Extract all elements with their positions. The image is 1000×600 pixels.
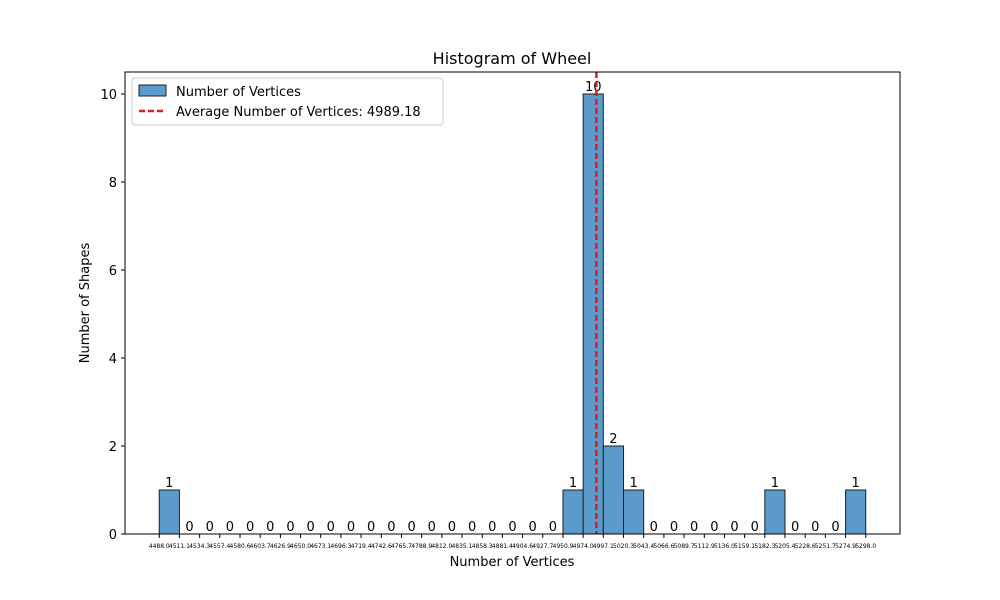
bar-count-label: 1 bbox=[629, 476, 637, 491]
x-tick-label: 5066.6 bbox=[653, 543, 674, 550]
histogram-bar bbox=[602, 445, 625, 535]
chart-title: Histogram of Wheel bbox=[433, 49, 592, 68]
x-tick-label: 4927.7 bbox=[532, 543, 553, 550]
x-tick-label: 4742.6 bbox=[371, 543, 392, 550]
y-axis-title: Number of Shapes bbox=[78, 243, 93, 364]
x-tick-label: 4997.1 bbox=[593, 543, 614, 550]
x-tick-label: 4974.0 bbox=[573, 543, 594, 550]
x-axis-title: Number of Vertices bbox=[450, 555, 575, 570]
bar-count-label: 1 bbox=[569, 476, 577, 491]
y-tick-label: 4 bbox=[109, 352, 117, 367]
x-tick-label: 4626.9 bbox=[270, 543, 291, 550]
bar-count-label: 0 bbox=[529, 520, 537, 535]
x-tick-label: 5298.0 bbox=[855, 543, 876, 550]
bar-count-label: 0 bbox=[327, 520, 335, 535]
y-axis-ticks: 0 2 4 6 8 10 bbox=[100, 88, 125, 543]
bar-count-label: 1 bbox=[771, 476, 779, 491]
x-tick-label: 4557.4 bbox=[209, 543, 230, 550]
bar-count-label: 0 bbox=[488, 520, 496, 535]
x-tick-label: 4950.9 bbox=[553, 543, 574, 550]
bar-count-label: 0 bbox=[306, 520, 314, 535]
bar-count-label: 0 bbox=[831, 520, 839, 535]
bar-count-label: 10 bbox=[585, 80, 602, 95]
x-tick-label: 5159.1 bbox=[734, 543, 755, 550]
bar-count-label: 0 bbox=[650, 520, 658, 535]
histogram-bar bbox=[623, 489, 645, 535]
x-tick-label: 4534.3 bbox=[189, 543, 210, 550]
x-tick-label: 5043.4 bbox=[633, 543, 654, 550]
histogram-bar bbox=[158, 489, 180, 535]
x-tick-label: 4696.3 bbox=[330, 543, 351, 550]
x-tick-label: 5205.4 bbox=[774, 543, 795, 550]
legend-box bbox=[131, 77, 444, 126]
x-axis-ticks: 4488.0 4511.1 4534.3 4557.4 4580.6 4603.7 4626… bbox=[149, 534, 876, 550]
y-tick-label: 8 bbox=[109, 176, 117, 191]
x-tick-label: 5112.9 bbox=[694, 543, 715, 550]
x-tick-label: 4788.9 bbox=[411, 543, 432, 550]
x-tick-label: 5182.3 bbox=[754, 543, 775, 550]
bar-count-label: 1 bbox=[165, 476, 173, 491]
legend-series-label: Number of Vertices bbox=[176, 85, 301, 100]
bar-count-label: 0 bbox=[690, 520, 698, 535]
y-tick-label: 0 bbox=[109, 528, 117, 543]
y-tick-label: 2 bbox=[109, 440, 117, 455]
x-tick-label: 4650.0 bbox=[290, 543, 311, 550]
histogram-bar bbox=[562, 489, 584, 535]
bar-count-label: 0 bbox=[791, 520, 799, 535]
legend-average-label: Average Number of Vertices: 4989.18 bbox=[176, 105, 421, 120]
bar-count-label: 0 bbox=[468, 520, 476, 535]
bar-count-label: 0 bbox=[266, 520, 274, 535]
x-tick-label: 5136.0 bbox=[714, 543, 735, 550]
histogram-bar bbox=[582, 93, 604, 535]
x-tick-label: 5274.9 bbox=[835, 543, 856, 550]
x-tick-label: 4580.6 bbox=[230, 543, 251, 550]
x-tick-label: 4881.4 bbox=[492, 543, 513, 550]
x-tick-label: 5228.6 bbox=[795, 543, 816, 550]
bar-count-label: 0 bbox=[811, 520, 819, 535]
bar-count-label: 0 bbox=[751, 520, 759, 535]
bar-count-label: 0 bbox=[670, 520, 678, 535]
bar-count-label: 0 bbox=[387, 520, 395, 535]
x-tick-label: 4488.0 bbox=[149, 543, 170, 550]
legend: Number of Vertices Average Number of Ver… bbox=[131, 77, 444, 126]
bar-count-label: 0 bbox=[286, 520, 294, 535]
x-tick-label: 4719.4 bbox=[351, 543, 372, 550]
bar-count-label: 0 bbox=[206, 520, 214, 535]
x-tick-label: 4673.1 bbox=[310, 543, 331, 550]
x-tick-label: 4904.6 bbox=[512, 543, 533, 550]
bar-count-label: 0 bbox=[367, 520, 375, 535]
bar-count-label: 2 bbox=[609, 432, 617, 447]
bar-count-label: 0 bbox=[428, 520, 436, 535]
bar-count-label: 0 bbox=[347, 520, 355, 535]
bar-count-label: 0 bbox=[508, 520, 516, 535]
bars-layer bbox=[158, 93, 867, 535]
bar-count-label: 0 bbox=[730, 520, 738, 535]
plot-frame bbox=[124, 71, 901, 535]
bar-count-label: 0 bbox=[448, 520, 456, 535]
x-tick-label: 4858.3 bbox=[472, 543, 493, 550]
histogram-bar bbox=[764, 489, 786, 535]
bar-count-label: 0 bbox=[185, 520, 193, 535]
x-tick-label: 5020.3 bbox=[613, 543, 634, 550]
x-tick-label: 5251.7 bbox=[815, 543, 836, 550]
bar-count-label: 0 bbox=[246, 520, 254, 535]
x-tick-label: 4835.1 bbox=[451, 543, 472, 550]
bar-count-label: 0 bbox=[407, 520, 415, 535]
histogram-bar bbox=[845, 489, 867, 535]
bar-count-label: 0 bbox=[710, 520, 718, 535]
bar-count-label: 1 bbox=[852, 476, 860, 491]
x-tick-label: 4603.7 bbox=[250, 543, 271, 550]
legend-series-swatch bbox=[138, 84, 167, 97]
y-tick-label: 6 bbox=[109, 264, 117, 279]
x-tick-label: 5089.7 bbox=[674, 543, 695, 550]
y-tick-label: 10 bbox=[100, 88, 117, 103]
bar-count-label: 0 bbox=[226, 520, 234, 535]
x-tick-label: 4511.1 bbox=[169, 543, 190, 550]
bar-count-label: 0 bbox=[549, 520, 557, 535]
x-tick-label: 4812.0 bbox=[431, 543, 452, 550]
x-tick-label: 4765.7 bbox=[391, 543, 412, 550]
